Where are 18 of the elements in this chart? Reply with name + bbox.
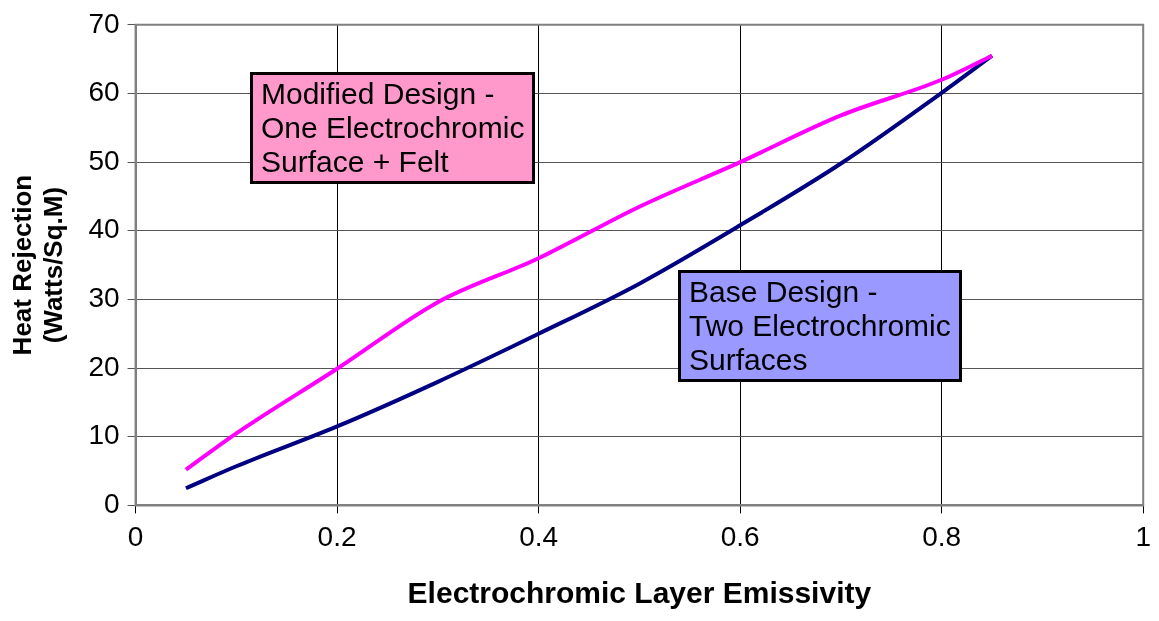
x-tick-label: 0.8: [922, 520, 962, 552]
text: Modified Design - One Electrochromic Surface + Felt: [250, 72, 536, 184]
x-axis-title: Electrochromic Layer Emissivity: [407, 576, 872, 610]
y-tick-label: 20: [88, 350, 120, 382]
x-tick-label: 0.2: [317, 520, 357, 552]
y-tick-label: 30: [88, 282, 120, 314]
series-label: Base Design - Two Electrochromic Surfaces: [678, 270, 962, 382]
y-axis-title: Heat Rejection (Watts/Sq.M): [6, 174, 68, 356]
y-tick-label: 70: [88, 7, 120, 39]
x-tick-label: 1: [1135, 520, 1151, 552]
y-tick-label: 10: [88, 419, 120, 451]
y-tick-label: 0: [103, 488, 120, 520]
x-tick-label: 0: [127, 520, 144, 552]
x-tick-label: 0.6: [720, 520, 760, 552]
x-tick-label: 0.4: [519, 520, 559, 552]
y-tick-label: 60: [88, 76, 120, 108]
y-tick-label: 50: [88, 144, 120, 176]
y-tick-label: 40: [88, 213, 120, 245]
